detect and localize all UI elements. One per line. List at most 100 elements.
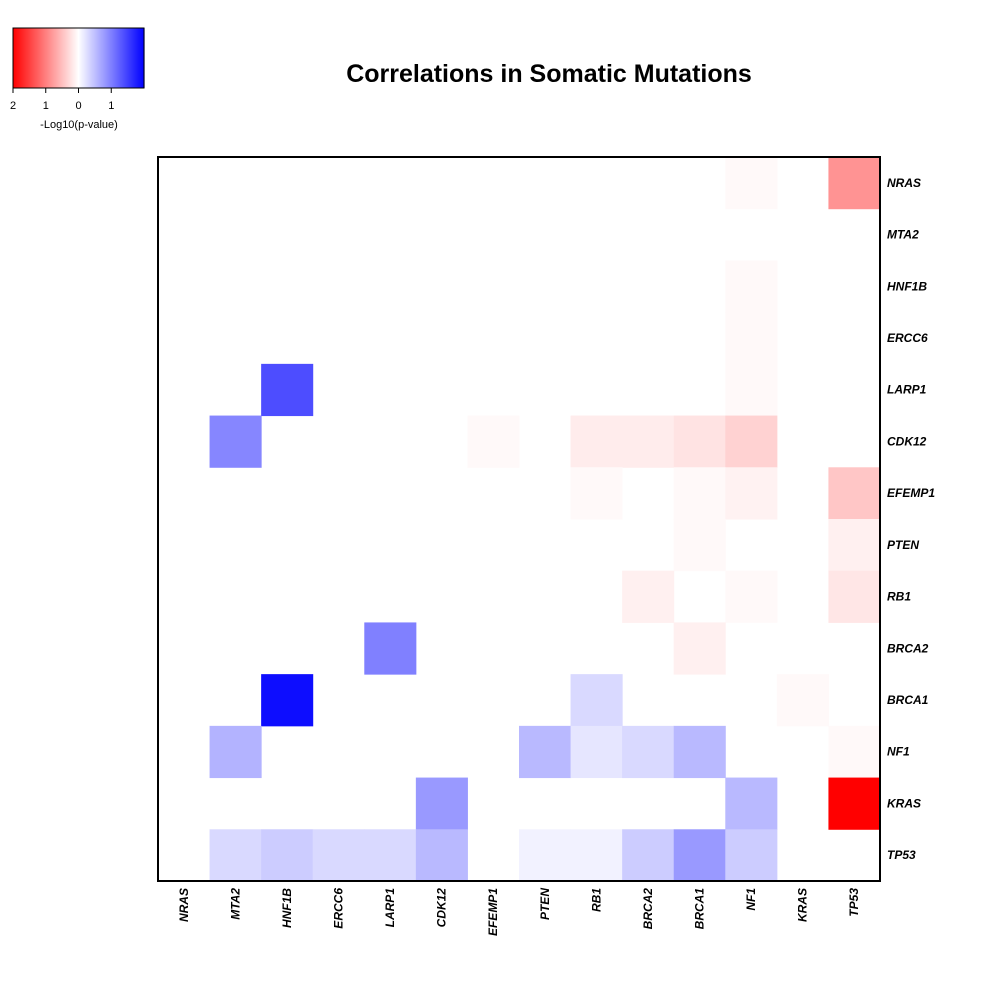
legend-swatch — [75, 28, 77, 88]
legend-swatch — [41, 28, 43, 88]
legend-swatch — [87, 28, 89, 88]
legend-swatch — [124, 28, 126, 88]
legend-swatch — [17, 28, 19, 88]
legend-title: -Log10(p-value) — [40, 119, 118, 131]
legend-swatch — [119, 28, 121, 88]
legend-swatch — [92, 28, 94, 88]
heatmap-cell-rb1-nf1 — [725, 570, 778, 623]
heatmap-cell-cdk12-efemp1 — [467, 415, 520, 468]
legend-swatch — [56, 28, 58, 88]
heatmap-cell-nf1-rb1 — [570, 725, 623, 779]
column-label-efemp1: EFEMP1 — [486, 888, 500, 936]
legend-swatch — [35, 28, 37, 88]
legend-swatch — [104, 28, 106, 88]
legend-tick-label: 1 — [108, 100, 114, 112]
legend-swatch — [26, 28, 28, 88]
legend-swatch — [125, 28, 127, 88]
legend-swatch — [29, 28, 31, 88]
heatmap-cell-nf1-brca2 — [622, 725, 675, 779]
legend-swatch — [79, 28, 81, 88]
legend-swatch — [139, 28, 141, 88]
column-label-larp1: LARP1 — [383, 888, 397, 928]
heatmap-cell-tp53-pten — [519, 829, 572, 882]
legend-swatch — [15, 28, 17, 88]
legend-swatch — [135, 28, 137, 88]
heatmap-cell-ercc6-nf1 — [725, 312, 778, 365]
legend-swatch — [131, 28, 133, 88]
legend-swatch — [100, 28, 102, 88]
heatmap-cell-larp1-hnf1b — [261, 363, 314, 417]
legend-swatch — [141, 28, 143, 88]
row-labels: NRAS MTA2 HNF1B ERCC6 LARP1 CDK12 EFEMP1 PTEN RB… — [887, 176, 935, 862]
legend-swatch — [78, 28, 80, 88]
row-label-ercc6: ERCC6 — [887, 331, 928, 345]
row-label-hnf1b: HNF1B — [887, 279, 927, 293]
legend-swatch — [102, 28, 104, 88]
legend-swatch — [72, 28, 74, 88]
legend-swatch — [25, 28, 27, 88]
legend-swatch — [31, 28, 33, 88]
legend-swatch — [105, 28, 107, 88]
legend-swatch — [30, 28, 32, 88]
legend-ticks: 2 1 0 1 — [10, 88, 114, 112]
heatmap-cell-brca1-hnf1b — [261, 674, 314, 727]
legend-swatch — [58, 28, 60, 88]
column-label-ercc6: ERCC6 — [332, 888, 346, 929]
heatmap-cell-tp53-rb1 — [570, 829, 623, 882]
row-label-nras: NRAS — [887, 176, 921, 190]
heatmap-cell-nras-tp53 — [828, 157, 881, 210]
legend-swatch — [113, 28, 115, 88]
legend-swatch — [16, 28, 18, 88]
legend-color-bar — [13, 28, 145, 88]
heatmap-cell-nf1-pten — [519, 725, 572, 779]
legend-swatch — [96, 28, 98, 88]
column-label-brca1: BRCA1 — [693, 888, 707, 930]
heatmap-cell-tp53-larp1 — [364, 829, 417, 882]
heatmap-cell-tp53-brca1 — [673, 829, 726, 882]
legend-swatch — [114, 28, 116, 88]
legend-swatch — [36, 28, 38, 88]
legend-tick-label: 2 — [10, 100, 16, 112]
heatmap-cell-efemp1-nf1 — [725, 467, 778, 520]
heatmap-cell-nf1-mta2 — [209, 725, 262, 779]
row-label-mta2: MTA2 — [887, 228, 919, 242]
legend-swatch — [64, 28, 66, 88]
heatmap-cell-cdk12-brca1 — [673, 415, 726, 468]
legend-swatch — [39, 28, 41, 88]
legend-swatch — [70, 28, 72, 88]
heatmap-cell-cdk12-brca2 — [622, 415, 675, 468]
legend-swatch — [61, 28, 63, 88]
legend-swatch — [86, 28, 88, 88]
legend-swatch — [97, 28, 99, 88]
heatmap-cell-larp1-nf1 — [725, 363, 778, 417]
legend-tick-label: 0 — [75, 100, 81, 112]
legend-swatch — [88, 28, 90, 88]
heatmap-cell-efemp1-tp53 — [828, 467, 881, 520]
legend-swatch — [54, 28, 56, 88]
legend-swatch — [95, 28, 97, 88]
column-label-brca2: BRCA2 — [641, 888, 655, 930]
legend-swatch — [134, 28, 136, 88]
legend-swatch — [40, 28, 42, 88]
legend-swatch — [49, 28, 51, 88]
legend-swatch — [122, 28, 124, 88]
legend-swatch — [106, 28, 108, 88]
legend-swatch — [129, 28, 131, 88]
legend-swatch — [14, 28, 16, 88]
legend-swatch — [83, 28, 85, 88]
heatmap-cell-cdk12-rb1 — [570, 415, 623, 468]
legend-swatch — [23, 28, 25, 88]
column-label-kras: KRAS — [796, 888, 810, 922]
legend-swatch — [69, 28, 71, 88]
column-labels: NRAS MTA2 HNF1B ERCC6 LARP1 CDK12 EFEMP1 PTEN RB… — [177, 888, 861, 936]
heatmap-cell-cdk12-nf1 — [725, 415, 778, 468]
legend-swatch — [117, 28, 119, 88]
legend-swatch — [77, 28, 79, 88]
legend-swatch — [74, 28, 76, 88]
legend-swatch — [66, 28, 68, 88]
legend-swatch — [101, 28, 103, 88]
column-label-tp53: TP53 — [847, 888, 861, 917]
column-label-nf1: NF1 — [744, 888, 758, 911]
legend-swatch — [19, 28, 21, 88]
legend-swatch — [121, 28, 123, 88]
